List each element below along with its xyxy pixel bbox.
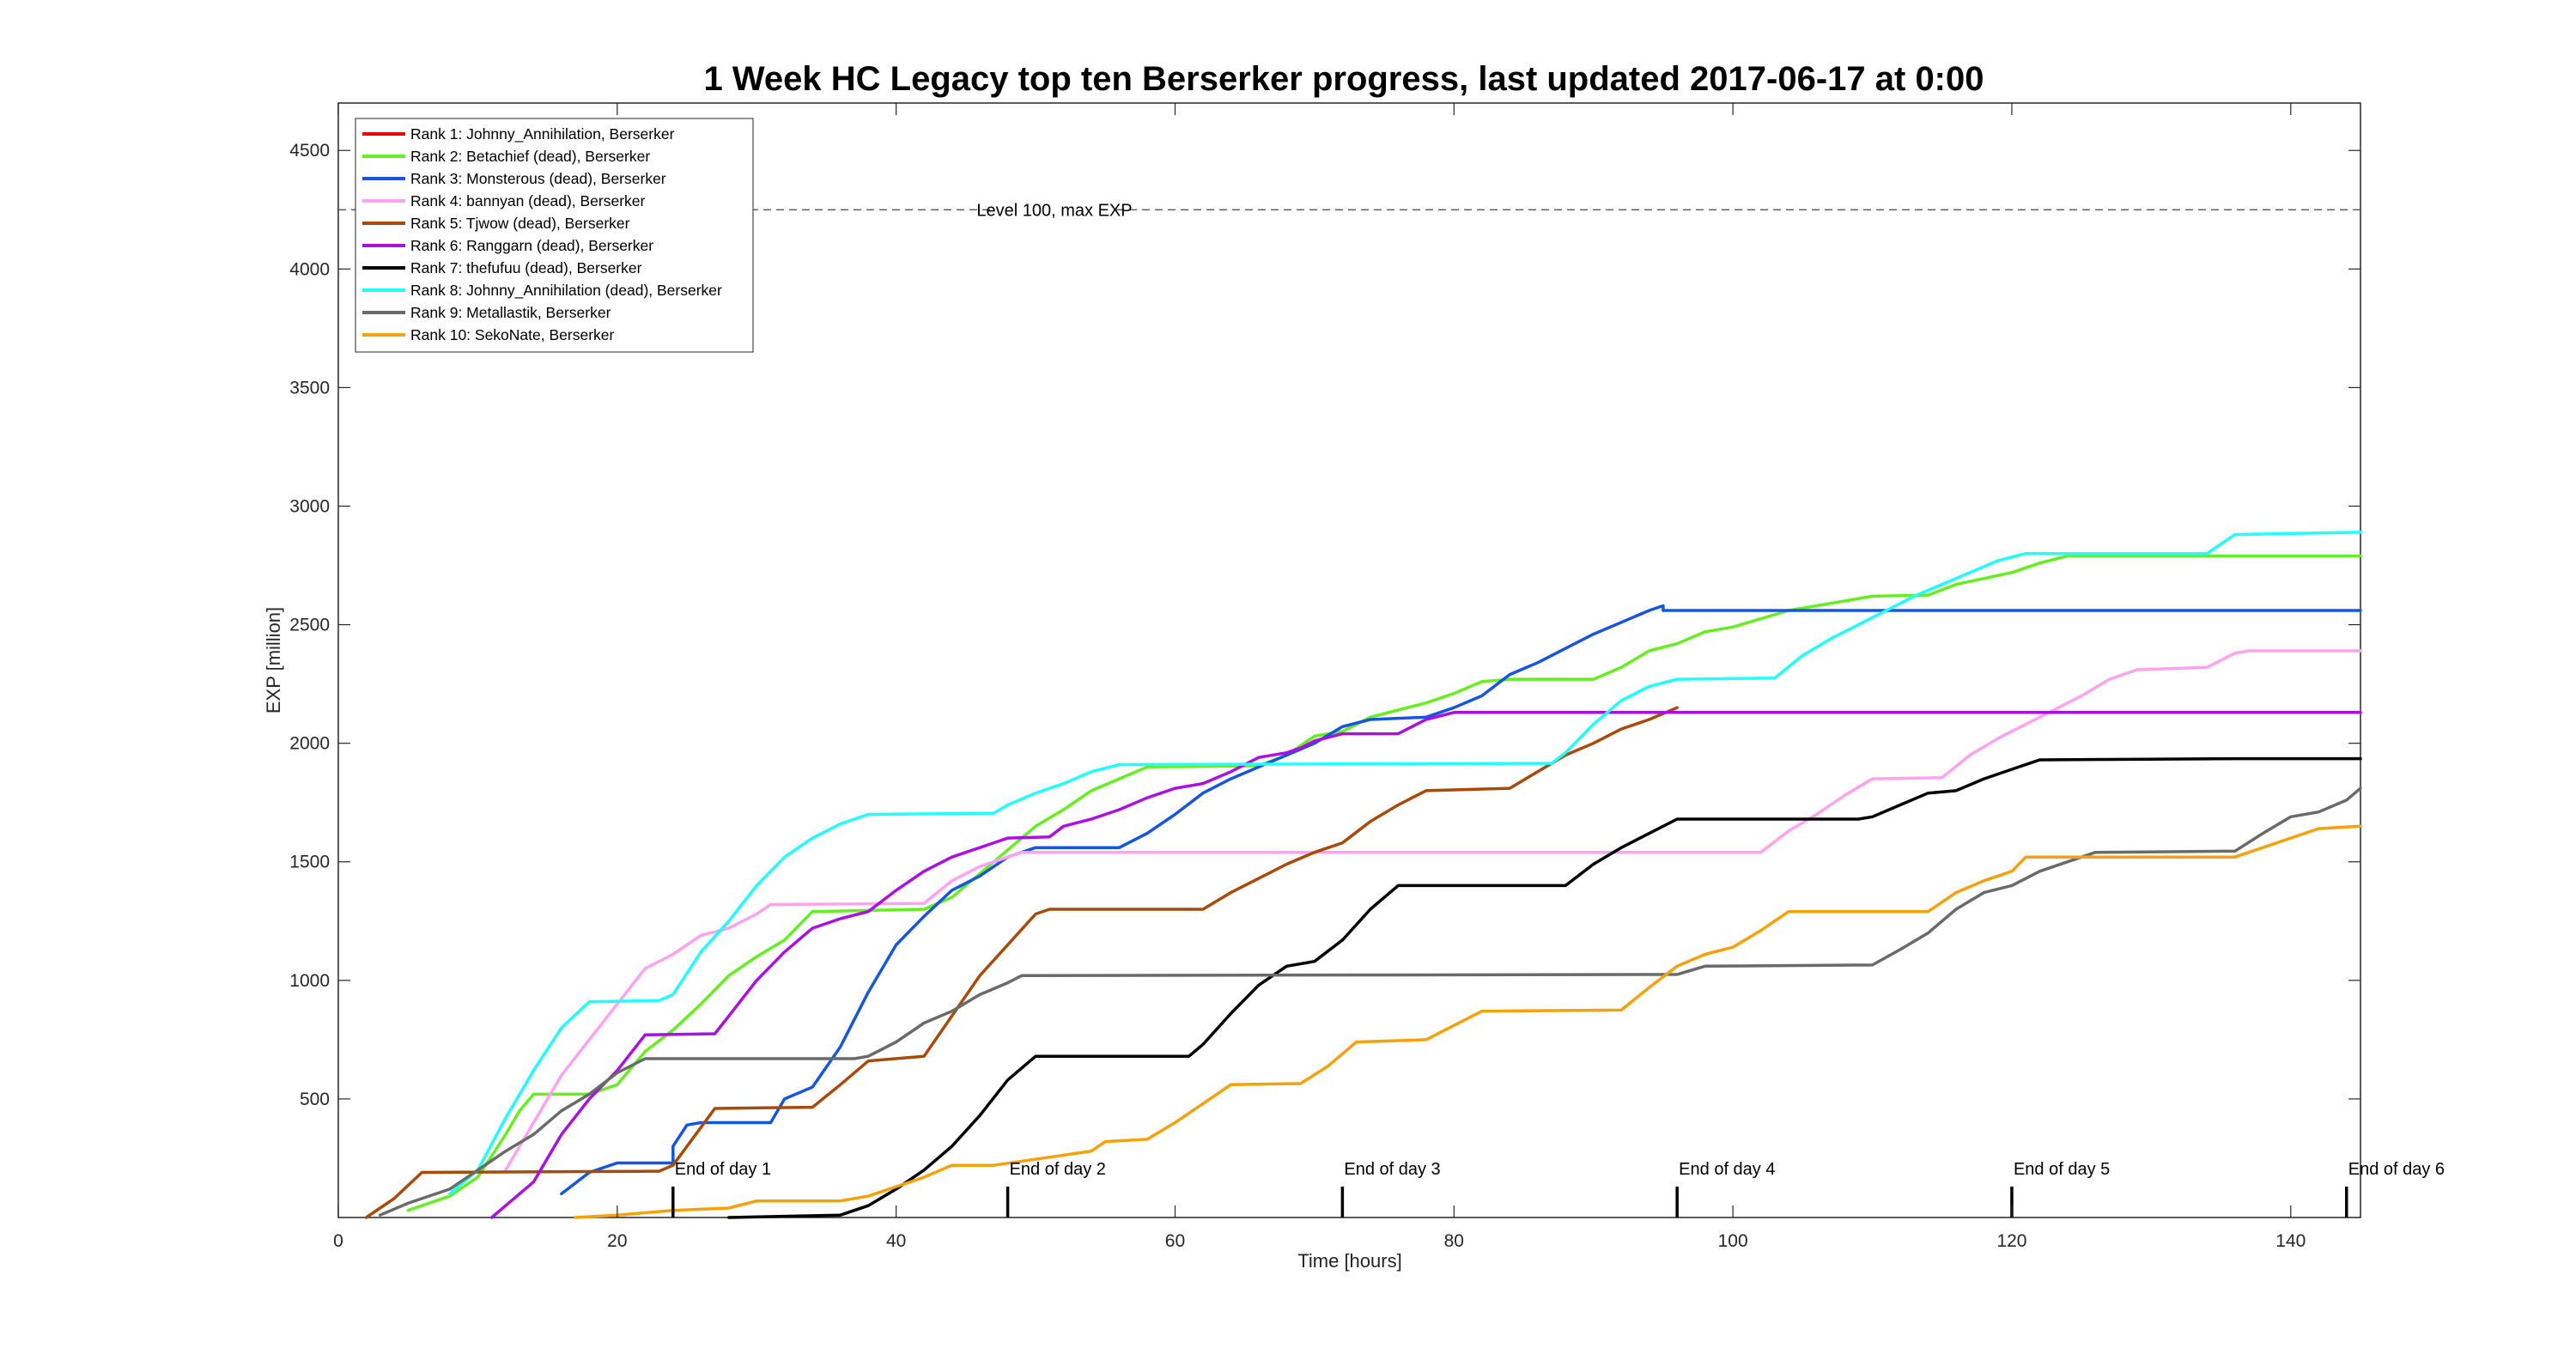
chart-title: 1 Week HC Legacy top ten Berserker progr… xyxy=(704,60,1984,98)
x-axis-label: Time [hours] xyxy=(1297,1250,1401,1272)
y-axis-label: EXP [million] xyxy=(263,607,284,713)
x-tick-label: 140 xyxy=(2275,1231,2306,1251)
x-tick-label: 40 xyxy=(886,1231,906,1251)
series-line-rank-8 xyxy=(448,531,2362,1196)
y-tick-label: 3000 xyxy=(289,496,330,516)
series-line-rank-6 xyxy=(489,711,2362,1219)
y-tick-label: 1500 xyxy=(289,853,330,872)
legend-entry-rank-7: Rank 7: thefufuu (dead), Berserker xyxy=(410,259,642,276)
legend-entry-rank-1: Rank 1: Johnny_Annihilation, Berserker xyxy=(410,125,675,143)
legend-entry-rank-10: Rank 10: SekoNate, Berserker xyxy=(410,326,615,343)
legend-entry-rank-9: Rank 9: Metallastik, Berserker xyxy=(410,304,611,321)
y-tick-label: 4000 xyxy=(289,259,330,279)
day-marker-label-2: End of day 2 xyxy=(1010,1160,1106,1179)
y-tick-label: 2000 xyxy=(289,734,330,754)
legend-entry-rank-5: Rank 5: Tjwow (dead), Berserker xyxy=(410,215,630,232)
legend-entry-rank-6: Rank 6: Ranggarn (dead), Berserker xyxy=(410,237,653,254)
legend-entry-rank-2: Rank 2: Betachief (dead), Berserker xyxy=(410,148,650,165)
series-line-rank-5 xyxy=(364,706,1679,1219)
axis-tick-group: 0 20 40 60 80 100 120 140 500 1000 1500 2000 2500 300… xyxy=(289,103,2360,1251)
x-tick-label: 0 xyxy=(333,1231,343,1251)
x-tick-label: 120 xyxy=(1996,1231,2026,1251)
y-tick-label: 1000 xyxy=(289,971,330,991)
series-line-rank-9 xyxy=(378,786,2362,1217)
series-group xyxy=(364,531,2362,1219)
legend-entry-rank-4: Rank 4: bannyan (dead), Berserker xyxy=(410,192,646,209)
x-tick-label: 20 xyxy=(607,1231,627,1251)
legend-box xyxy=(355,118,754,353)
day-marker-group: End of day 1 End of day 2 End of day 3 End … xyxy=(671,1160,2445,1217)
series-line-rank-3 xyxy=(560,604,2362,1196)
series-line-rank-10 xyxy=(574,824,2362,1219)
x-tick-label: 80 xyxy=(1444,1231,1464,1251)
y-tick-label: 4500 xyxy=(289,141,330,161)
y-tick-label: 500 xyxy=(300,1090,330,1109)
legend-entry-rank-8: Rank 8: Johnny_Annihilation (dead), Bers… xyxy=(410,282,722,300)
series-line-rank-7 xyxy=(727,756,2362,1219)
day-marker-label-4: End of day 4 xyxy=(1679,1160,1775,1179)
day-marker-label-5: End of day 5 xyxy=(2014,1160,2110,1179)
series-line-rank-4 xyxy=(504,649,2362,1172)
day-marker-label-6: End of day 6 xyxy=(2348,1160,2445,1179)
series-line-rank-2 xyxy=(406,554,2362,1212)
x-tick-label: 100 xyxy=(1718,1231,1748,1251)
legend: Rank 1: Johnny_Annihilation, Berserker Ra… xyxy=(355,118,754,353)
y-tick-label: 3500 xyxy=(289,378,330,398)
day-marker-label-3: End of day 3 xyxy=(1344,1160,1440,1179)
x-tick-label: 60 xyxy=(1165,1231,1185,1251)
legend-entry-rank-3: Rank 3: Monsterous (dead), Berserker xyxy=(410,170,666,187)
day-marker-label-1: End of day 1 xyxy=(675,1160,771,1179)
y-tick-label: 2500 xyxy=(289,616,330,635)
max-exp-label: Level 100, max EXP xyxy=(976,201,1132,220)
